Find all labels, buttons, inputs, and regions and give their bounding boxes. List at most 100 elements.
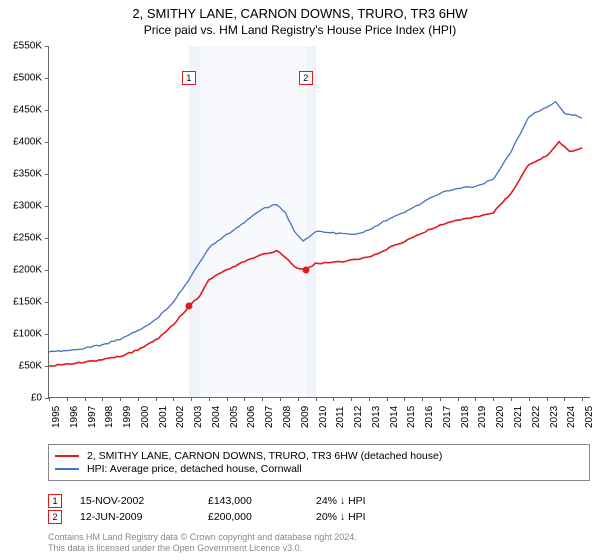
y-axis-label: £50K [19,361,42,372]
sale-diff: 20% ↓ HPI [316,511,406,523]
y-tick [45,302,49,303]
y-tick [45,238,49,239]
x-axis-label: 2023 [549,406,560,428]
legend-item: 2, SMITHY LANE, CARNON DOWNS, TRURO, TR3… [55,450,583,462]
x-axis-label: 2005 [229,406,240,428]
x-tick [227,397,228,401]
x-tick [120,397,121,401]
x-axis-label: 1999 [122,406,133,428]
y-axis-label: £550K [13,41,42,52]
plot-area: 12 [48,46,590,398]
sale-price: £143,000 [208,495,298,507]
x-axis-label: 2003 [193,406,204,428]
legend-swatch [55,455,79,457]
sale-dot-2 [302,267,309,274]
x-axis-label: 2010 [318,406,329,428]
x-axis-label: 2004 [211,406,222,428]
chart-area: 12 £0£50K£100K£150K£200K£250K£300K£350K£… [48,46,590,418]
legend-item: HPI: Average price, detached house, Corn… [55,463,583,475]
x-tick [547,397,548,401]
legend-swatch [55,468,79,470]
chart-title: 2, SMITHY LANE, CARNON DOWNS, TRURO, TR3… [0,6,600,21]
y-tick [45,174,49,175]
sale-dot-1 [185,303,192,310]
x-tick [173,397,174,401]
x-tick [138,397,139,401]
x-axis-label: 2021 [513,406,524,428]
legend-label: HPI: Average price, detached house, Corn… [87,463,302,475]
x-tick [440,397,441,401]
y-axis-label: £350K [13,169,42,180]
x-tick [85,397,86,401]
x-axis-label: 2013 [371,406,382,428]
x-axis-label: 2012 [353,406,364,428]
footnote-line: This data is licensed under the Open Gov… [48,543,357,554]
y-axis-label: £450K [13,105,42,116]
y-tick [45,142,49,143]
y-tick [45,270,49,271]
x-axis-label: 2008 [282,406,293,428]
y-axis-label: £100K [13,329,42,340]
chart-container: 2, SMITHY LANE, CARNON DOWNS, TRURO, TR3… [0,0,600,560]
y-tick [45,46,49,47]
x-tick [209,397,210,401]
table-row: 2 12-JUN-2009 £200,000 20% ↓ HPI [48,510,590,524]
x-tick [529,397,530,401]
x-axis-label: 2016 [424,406,435,428]
x-axis-label: 2014 [389,406,400,428]
x-axis-label: 1998 [104,406,115,428]
sale-diff: 24% ↓ HPI [316,495,406,507]
x-axis-label: 1996 [69,406,80,428]
x-axis-label: 2006 [246,406,257,428]
footnote-line: Contains HM Land Registry data © Crown c… [48,532,357,543]
footnote: Contains HM Land Registry data © Crown c… [48,532,357,554]
x-axis-label: 2019 [477,406,488,428]
x-tick [493,397,494,401]
x-tick [262,397,263,401]
y-axis-label: £250K [13,233,42,244]
x-tick [244,397,245,401]
x-tick [351,397,352,401]
x-tick [369,397,370,401]
y-axis-label: £500K [13,73,42,84]
legend-label: 2, SMITHY LANE, CARNON DOWNS, TRURO, TR3… [87,450,442,462]
legend: 2, SMITHY LANE, CARNON DOWNS, TRURO, TR3… [48,444,590,481]
x-tick [511,397,512,401]
x-axis-label: 2020 [495,406,506,428]
series-hpi [49,102,582,352]
x-tick [102,397,103,401]
x-axis-label: 2025 [584,406,595,428]
x-tick [387,397,388,401]
x-axis-label: 2018 [460,406,471,428]
sale-marker-1: 1 [182,71,196,85]
series-property [49,142,582,366]
title-block: 2, SMITHY LANE, CARNON DOWNS, TRURO, TR3… [0,0,600,37]
x-tick [404,397,405,401]
y-axis-label: £150K [13,297,42,308]
line-svg [49,46,591,398]
x-tick [316,397,317,401]
x-axis-label: 1995 [51,406,62,428]
x-tick [67,397,68,401]
y-tick [45,206,49,207]
x-axis-label: 2024 [566,406,577,428]
table-row: 1 15-NOV-2002 £143,000 24% ↓ HPI [48,494,590,508]
x-axis-label: 2022 [531,406,542,428]
x-tick [156,397,157,401]
sale-price: £200,000 [208,511,298,523]
y-axis-label: £200K [13,265,42,276]
x-axis-label: 2001 [158,406,169,428]
x-axis-label: 2009 [300,406,311,428]
sale-marker-icon: 1 [48,494,62,508]
x-tick [564,397,565,401]
sale-marker-2: 2 [299,71,313,85]
x-axis-label: 2002 [175,406,186,428]
x-tick [458,397,459,401]
x-axis-label: 2000 [140,406,151,428]
x-tick [298,397,299,401]
y-axis-label: £300K [13,201,42,212]
sale-date: 15-NOV-2002 [80,495,190,507]
sale-date: 12-JUN-2009 [80,511,190,523]
sales-table: 1 15-NOV-2002 £143,000 24% ↓ HPI 2 12-JU… [48,492,590,526]
x-tick [475,397,476,401]
